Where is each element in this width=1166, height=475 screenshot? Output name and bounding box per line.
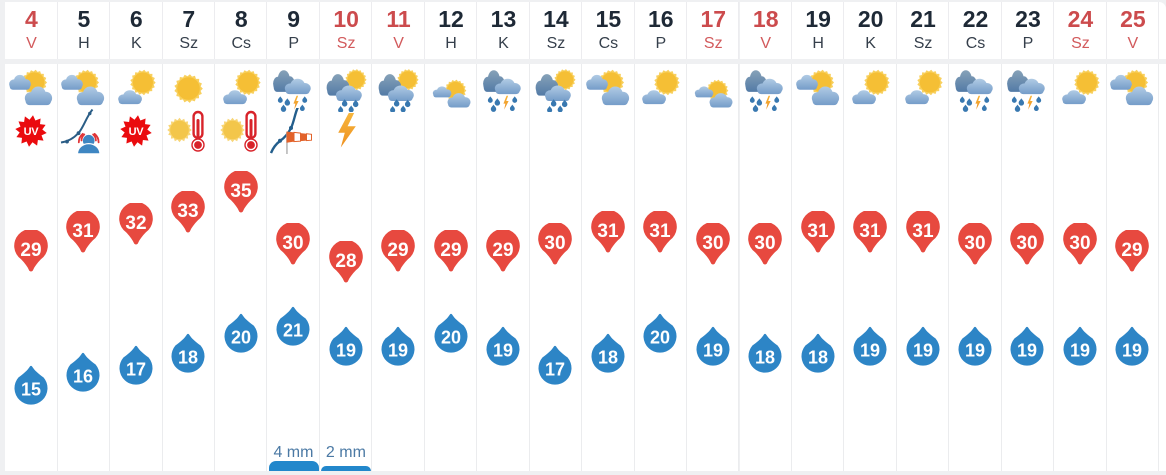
svg-text:31: 31 [650, 221, 672, 242]
svg-text:31: 31 [73, 221, 95, 242]
svg-text:17: 17 [545, 360, 565, 380]
svg-text:17: 17 [126, 360, 146, 380]
svg-text:35: 35 [230, 181, 252, 202]
svg-text:30: 30 [1017, 233, 1038, 254]
svg-text:30: 30 [545, 233, 566, 254]
svg-text:19: 19 [336, 341, 356, 361]
svg-text:16: 16 [73, 367, 93, 387]
svg-text:29: 29 [388, 240, 409, 261]
svg-text:18: 18 [755, 348, 775, 368]
svg-text:20: 20 [441, 328, 461, 348]
svg-text:30: 30 [964, 233, 985, 254]
svg-text:29: 29 [440, 240, 461, 261]
svg-text:30: 30 [1069, 233, 1090, 254]
svg-text:29: 29 [20, 240, 41, 261]
svg-text:19: 19 [493, 341, 513, 361]
svg-text:33: 33 [178, 201, 199, 222]
svg-text:30: 30 [702, 233, 723, 254]
svg-text:21: 21 [283, 320, 303, 340]
svg-text:31: 31 [597, 221, 619, 242]
svg-text:19: 19 [965, 341, 985, 361]
svg-text:18: 18 [598, 348, 618, 368]
svg-text:15: 15 [21, 379, 41, 399]
svg-text:31: 31 [860, 221, 882, 242]
svg-text:18: 18 [178, 348, 198, 368]
svg-text:19: 19 [1122, 341, 1142, 361]
svg-text:18: 18 [808, 348, 828, 368]
svg-text:19: 19 [388, 341, 408, 361]
svg-text:19: 19 [1017, 341, 1037, 361]
svg-text:28: 28 [335, 251, 356, 272]
svg-text:32: 32 [125, 213, 146, 234]
svg-text:29: 29 [1122, 240, 1143, 261]
svg-text:19: 19 [913, 341, 933, 361]
svg-text:31: 31 [807, 221, 829, 242]
svg-text:30: 30 [283, 233, 304, 254]
svg-text:20: 20 [650, 328, 670, 348]
svg-text:19: 19 [1070, 341, 1090, 361]
svg-text:20: 20 [231, 328, 251, 348]
svg-text:19: 19 [860, 341, 880, 361]
svg-text:19: 19 [703, 341, 723, 361]
svg-text:29: 29 [492, 240, 513, 261]
svg-text:31: 31 [912, 221, 934, 242]
svg-text:30: 30 [755, 233, 776, 254]
